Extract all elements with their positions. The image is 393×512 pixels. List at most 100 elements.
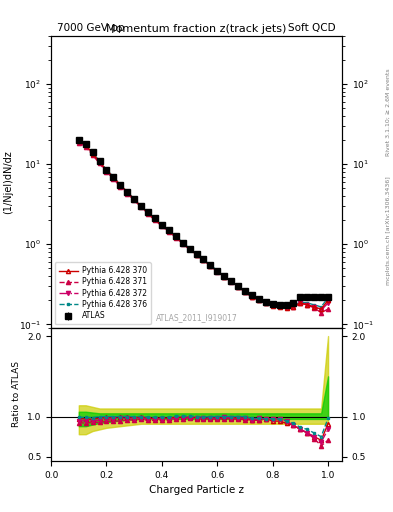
Pythia 6.428 371 (263, 300, 268, 306)
Pythia 6.428 376 (160, 222, 164, 228)
Pythia 6.428 370 (139, 203, 143, 209)
Pythia 6.428 370 (97, 158, 102, 164)
Line: Pythia 6.428 370: Pythia 6.428 370 (77, 139, 330, 311)
Pythia 6.428 376 (139, 203, 143, 209)
Pythia 6.428 370 (111, 174, 116, 180)
Pythia 6.428 370 (222, 273, 226, 280)
Pythia 6.428 376 (298, 299, 303, 305)
Pythia 6.428 376 (201, 257, 206, 263)
Pythia 6.428 376 (222, 273, 226, 279)
Pythia 6.428 370 (270, 303, 275, 309)
Pythia 6.428 372 (222, 273, 226, 280)
Pythia 6.428 370 (194, 251, 199, 258)
Pythia 6.428 370 (125, 189, 130, 195)
Pythia 6.428 370 (118, 182, 123, 188)
Pythia 6.428 372 (201, 257, 206, 263)
Pythia 6.428 372 (215, 268, 220, 274)
Pythia 6.428 372 (194, 252, 199, 258)
Pythia 6.428 370 (305, 302, 310, 308)
Pythia 6.428 370 (83, 142, 88, 148)
Pythia 6.428 370 (215, 268, 220, 274)
Pythia 6.428 370 (257, 297, 261, 303)
Pythia 6.428 371 (132, 197, 136, 203)
Pythia 6.428 372 (90, 152, 95, 158)
Pythia 6.428 376 (173, 233, 178, 240)
Pythia 6.428 372 (111, 175, 116, 181)
Pythia 6.428 371 (298, 300, 303, 306)
Pythia 6.428 376 (104, 167, 109, 173)
Pythia 6.428 376 (180, 239, 185, 245)
Pythia 6.428 371 (277, 303, 282, 309)
Text: 7000 GeV pp: 7000 GeV pp (57, 23, 125, 33)
Pythia 6.428 376 (111, 174, 116, 180)
Pythia 6.428 371 (319, 310, 323, 316)
Pythia 6.428 371 (305, 302, 310, 308)
Pythia 6.428 372 (180, 240, 185, 246)
Pythia 6.428 371 (222, 274, 226, 280)
Pythia 6.428 371 (167, 229, 171, 235)
Pythia 6.428 370 (298, 300, 303, 306)
Pythia 6.428 372 (242, 289, 247, 295)
Text: Rivet 3.1.10; ≥ 2.6M events: Rivet 3.1.10; ≥ 2.6M events (386, 69, 391, 157)
Pythia 6.428 376 (215, 267, 220, 273)
Pythia 6.428 370 (277, 304, 282, 310)
Pythia 6.428 376 (97, 158, 102, 164)
Pythia 6.428 371 (326, 306, 331, 312)
Pythia 6.428 372 (312, 304, 317, 310)
Pythia 6.428 370 (201, 257, 206, 263)
Pythia 6.428 371 (180, 241, 185, 247)
Pythia 6.428 370 (326, 297, 331, 303)
Text: Soft QCD: Soft QCD (288, 23, 336, 33)
Pythia 6.428 372 (152, 217, 157, 223)
Line: Pythia 6.428 376: Pythia 6.428 376 (77, 139, 329, 308)
Pythia 6.428 372 (125, 189, 130, 196)
Pythia 6.428 376 (208, 262, 213, 268)
Pythia 6.428 371 (118, 184, 123, 190)
Pythia 6.428 370 (146, 210, 151, 216)
Pythia 6.428 376 (146, 209, 151, 216)
Pythia 6.428 372 (97, 159, 102, 165)
Pythia 6.428 370 (90, 151, 95, 157)
Pythia 6.428 371 (173, 234, 178, 241)
Pythia 6.428 372 (76, 139, 81, 145)
Pythia 6.428 372 (326, 300, 331, 306)
Pythia 6.428 372 (118, 182, 123, 188)
Pythia 6.428 372 (173, 234, 178, 241)
Pythia 6.428 372 (160, 223, 164, 229)
Pythia 6.428 376 (90, 150, 95, 156)
Pythia 6.428 376 (263, 300, 268, 306)
Pythia 6.428 370 (250, 294, 254, 300)
Pythia 6.428 371 (194, 252, 199, 258)
Pythia 6.428 371 (139, 204, 143, 210)
Pythia 6.428 370 (312, 304, 317, 310)
Pythia 6.428 370 (76, 138, 81, 144)
Pythia 6.428 372 (187, 246, 192, 252)
Pythia 6.428 376 (132, 196, 136, 202)
Pythia 6.428 376 (152, 216, 157, 222)
Pythia 6.428 376 (319, 304, 323, 310)
Pythia 6.428 372 (236, 284, 241, 290)
Pythia 6.428 371 (229, 279, 233, 285)
Line: Pythia 6.428 371: Pythia 6.428 371 (77, 141, 330, 315)
Pythia 6.428 372 (167, 228, 171, 234)
Pythia 6.428 372 (146, 210, 151, 217)
Pythia 6.428 370 (236, 284, 241, 290)
Pythia 6.428 372 (270, 302, 275, 308)
Pythia 6.428 371 (97, 160, 102, 166)
Pythia 6.428 376 (257, 296, 261, 303)
Pythia 6.428 371 (284, 304, 289, 310)
Pythia 6.428 370 (263, 300, 268, 306)
Pythia 6.428 371 (242, 289, 247, 295)
Pythia 6.428 371 (111, 176, 116, 182)
Pythia 6.428 371 (236, 284, 241, 290)
Pythia 6.428 371 (152, 217, 157, 223)
Pythia 6.428 376 (291, 303, 296, 309)
Pythia 6.428 371 (201, 257, 206, 263)
Pythia 6.428 372 (263, 300, 268, 306)
Pythia 6.428 371 (160, 223, 164, 229)
Pythia 6.428 372 (229, 278, 233, 284)
Pythia 6.428 372 (139, 204, 143, 210)
Pythia 6.428 371 (83, 144, 88, 150)
Pythia 6.428 372 (277, 303, 282, 309)
Pythia 6.428 376 (167, 227, 171, 233)
